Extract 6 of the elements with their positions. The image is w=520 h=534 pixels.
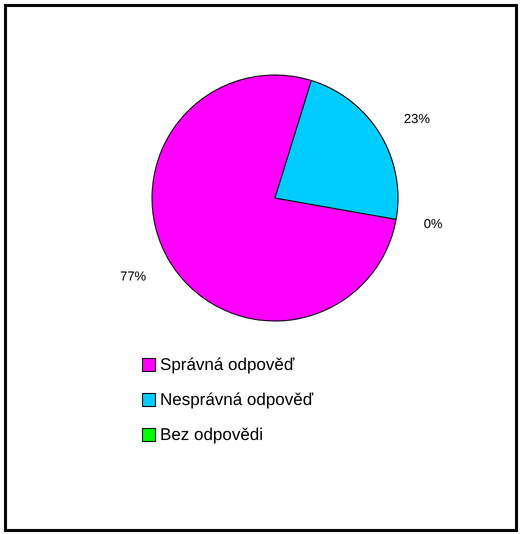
data-label: 77%	[120, 268, 147, 284]
legend-label: Správná odpověď	[160, 354, 294, 374]
text: 0%	[424, 216, 443, 231]
legend-label: Bez odpovědi	[160, 424, 264, 444]
data-label: 23%	[404, 110, 430, 126]
legend-label: Nesprávná odpověď	[160, 390, 314, 410]
